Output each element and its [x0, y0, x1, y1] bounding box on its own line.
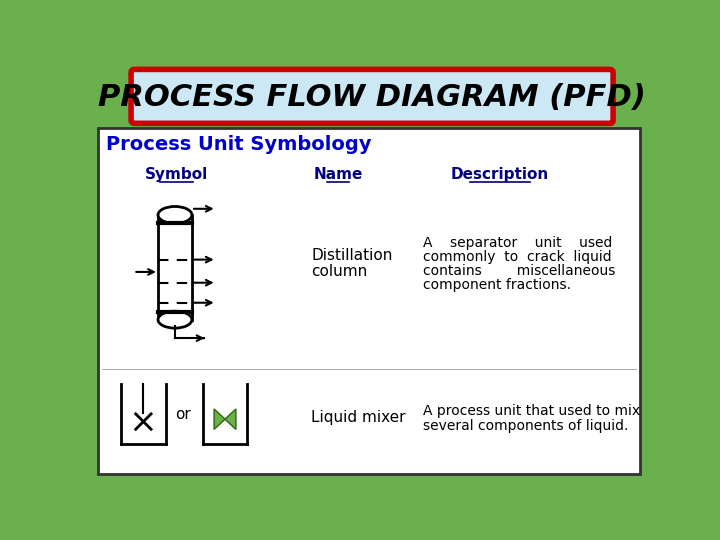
Bar: [98, 128, 640, 475]
Polygon shape: [215, 409, 225, 429]
Text: or: or: [175, 407, 191, 422]
Text: Distillation: Distillation: [311, 248, 392, 264]
Polygon shape: [225, 409, 235, 429]
Bar: [158, 215, 192, 320]
Text: contains        miscellaneous: contains miscellaneous: [423, 264, 616, 278]
Text: A process unit that used to mix: A process unit that used to mix: [423, 403, 640, 417]
Ellipse shape: [158, 206, 192, 224]
Text: A    separator    unit    used: A separator unit used: [423, 237, 612, 251]
Text: commonly  to  crack  liquid: commonly to crack liquid: [423, 251, 611, 264]
Text: Name: Name: [313, 167, 363, 183]
Text: Symbol: Symbol: [145, 167, 208, 183]
Text: Liquid mixer: Liquid mixer: [311, 410, 406, 425]
Ellipse shape: [158, 311, 192, 328]
Text: column: column: [311, 264, 367, 279]
Text: Description: Description: [451, 167, 549, 183]
Text: Process Unit Symbology: Process Unit Symbology: [106, 134, 372, 153]
Text: PROCESS FLOW DIAGRAM (PFD): PROCESS FLOW DIAGRAM (PFD): [98, 83, 646, 112]
Text: component fractions.: component fractions.: [423, 278, 571, 292]
FancyBboxPatch shape: [131, 70, 613, 123]
Text: several components of liquid.: several components of liquid.: [423, 419, 629, 433]
